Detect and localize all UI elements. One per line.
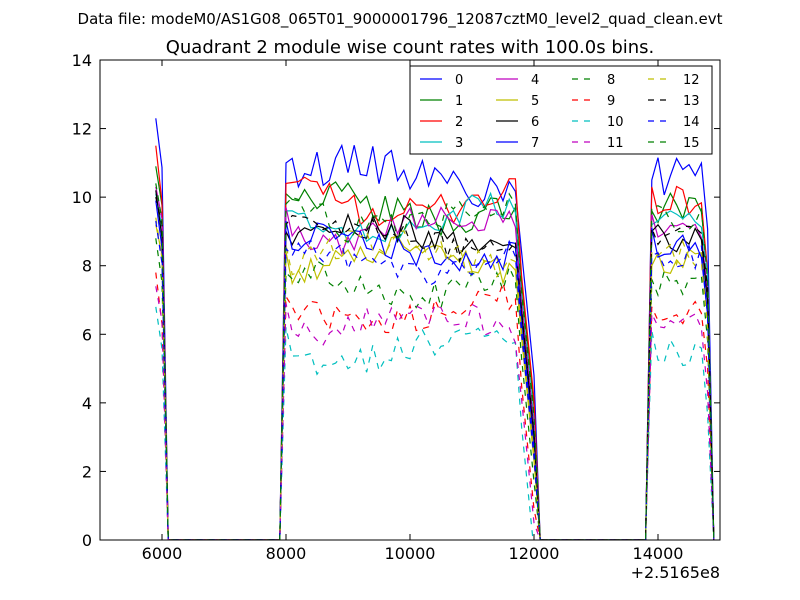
series-line-10 [155,306,715,540]
y-tick-label: 14 [72,51,92,70]
series-line-8 [155,238,715,540]
legend-label-6: 6 [531,115,539,130]
series-line-15 [155,183,715,540]
legend-box [409,65,713,155]
legend-label-13: 13 [683,94,700,109]
legend-label-14: 14 [683,115,700,130]
y-tick-label: 10 [72,188,92,207]
series-line-4 [155,186,715,540]
y-tick-label: 0 [82,531,92,550]
legend-label-9: 9 [607,94,615,109]
series-line-5 [155,224,715,540]
x-offset-label: +2.5165e8 [631,563,720,582]
series-line-3 [155,191,715,540]
x-tick-label: 10000 [385,544,436,563]
x-tick-label: 14000 [633,544,684,563]
series-line-7 [155,200,715,540]
y-tick-label: 8 [82,257,92,276]
series-line-12 [155,217,715,540]
legend-label-5: 5 [531,94,539,109]
series-line-1 [155,166,715,540]
legend-label-8: 8 [607,73,615,88]
series-line-13 [155,196,715,540]
legend-label-12: 12 [683,73,700,88]
y-tick-label: 4 [82,394,92,413]
chart-title: Quadrant 2 module wise count rates with … [166,37,655,58]
legend-label-4: 4 [531,73,539,88]
x-tick-label: 12000 [509,544,560,563]
series-line-9 [155,272,715,540]
legend-label-7: 7 [531,136,539,151]
legend-label-1: 1 [455,94,463,109]
y-tick-label: 2 [82,462,92,481]
legend-label-0: 0 [455,73,463,88]
data-file-title: Data file: modeM0/AS1G08_065T01_90000017… [78,10,723,29]
series-line-6 [155,190,715,540]
series-line-11 [155,286,715,540]
legend-label-15: 15 [683,136,700,151]
series-line-14 [155,221,715,540]
series-layer [155,118,715,540]
x-tick-label: 6000 [142,544,183,563]
legend-label-11: 11 [607,136,624,151]
legend-label-3: 3 [455,136,463,151]
y-tick-label: 12 [72,120,92,139]
series-line-0 [155,118,715,540]
x-tick-label: 8000 [266,544,307,563]
legend-label-10: 10 [607,115,624,130]
series-line-2 [155,145,715,540]
y-tick-label: 6 [82,325,92,344]
legend-label-2: 2 [455,115,463,130]
